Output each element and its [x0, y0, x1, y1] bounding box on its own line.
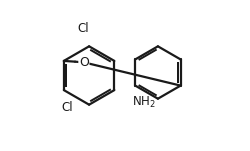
Text: O: O [79, 56, 89, 69]
Text: NH$_2$: NH$_2$ [132, 95, 155, 110]
Text: Cl: Cl [61, 101, 73, 114]
Text: Cl: Cl [77, 22, 89, 35]
